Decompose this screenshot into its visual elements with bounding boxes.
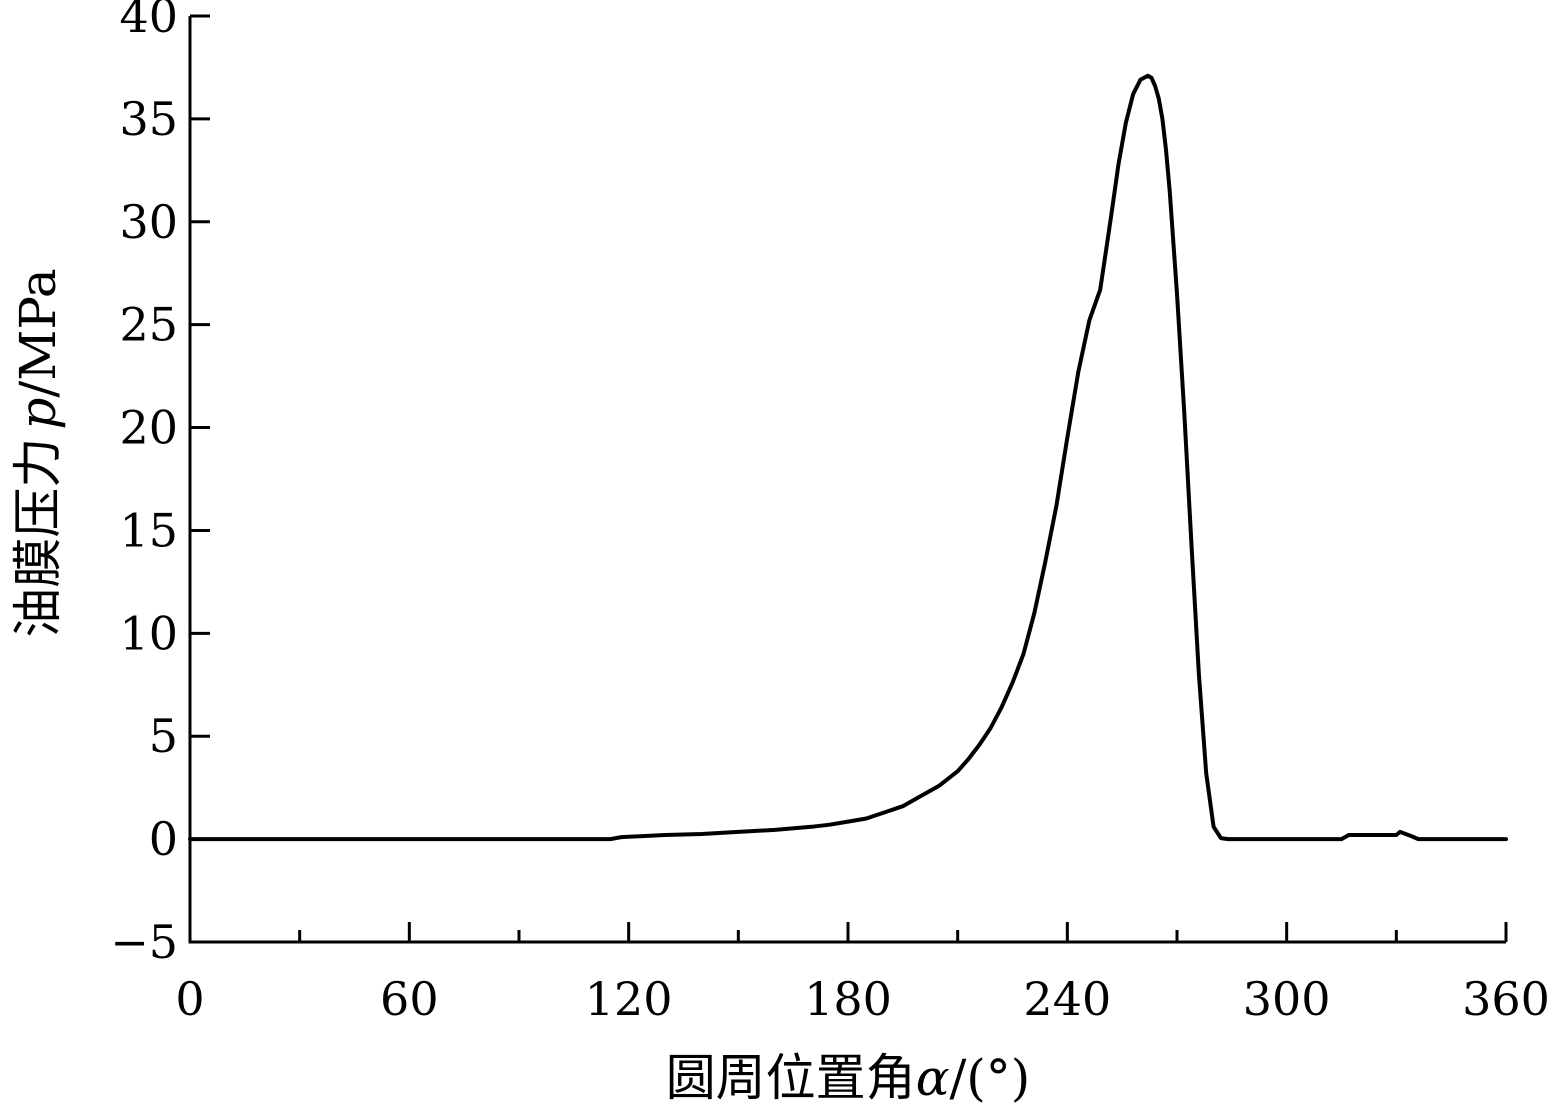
x-axis-ticks: 0 60 120 180 240 300 360 (175, 922, 1550, 1026)
x-tick-label: 300 (1243, 972, 1331, 1026)
axis-lines (188, 16, 1506, 944)
y-tick-label: 25 (119, 298, 178, 352)
y-tick-label: 20 (119, 401, 178, 455)
y-tick-label: 0 (149, 812, 178, 866)
x-tick-label: 360 (1462, 972, 1550, 1026)
x-tick-label: 0 (175, 972, 204, 1026)
x-tick-label: 60 (380, 972, 439, 1026)
x-tick-label: 180 (804, 972, 892, 1026)
y-axis-title: 油膜压力p/MPa (9, 268, 67, 637)
y-axis-ticks: −5 0 5 10 15 20 25 30 35 40 (110, 0, 210, 969)
y-tick-label: 30 (119, 195, 178, 249)
y-tick-label: 10 (119, 606, 178, 660)
pressure-curve (188, 73, 1508, 842)
x-tick-label: 240 (1023, 972, 1111, 1026)
y-tick-label: 5 (149, 709, 178, 763)
y-tick-label: 40 (119, 0, 178, 43)
y-tick-label: −5 (110, 915, 178, 969)
y-tick-label: 15 (119, 503, 178, 557)
x-axis-title: 圆周位置角α/(°) (666, 1049, 1031, 1107)
y-tick-label: 35 (119, 92, 178, 146)
x-tick-label: 120 (585, 972, 673, 1026)
